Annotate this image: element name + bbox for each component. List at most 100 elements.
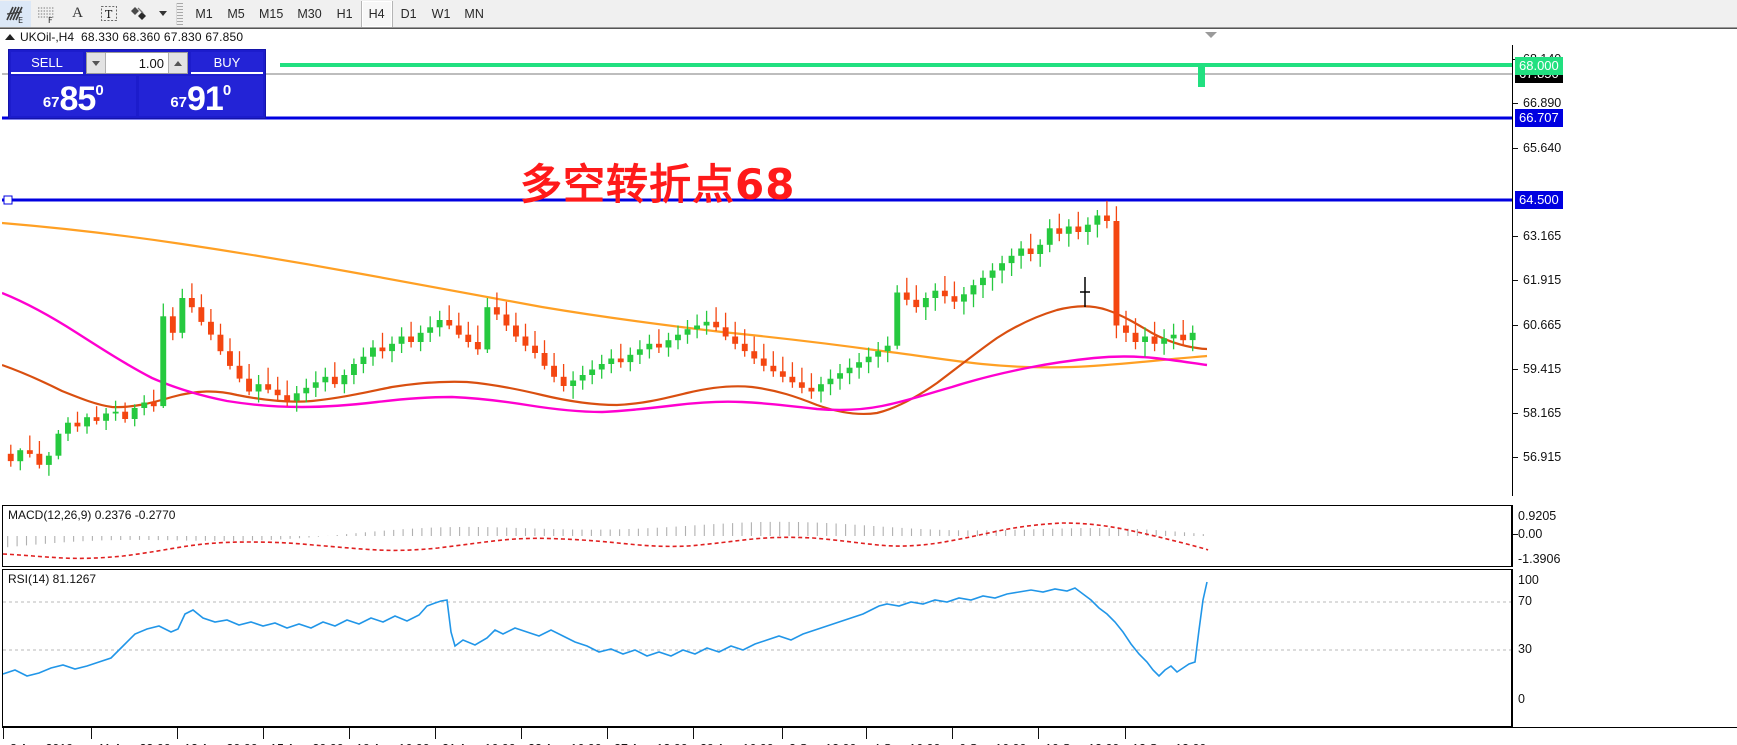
shapes-dropdown-arrow[interactable]	[155, 1, 171, 27]
chart-cursor-marker	[1198, 65, 1205, 87]
ma-medium-red	[2, 305, 1208, 416]
time-tick: 4 Sep 16:00	[865, 728, 940, 745]
macd-tick: -1.3906	[1518, 552, 1561, 566]
shapes-icon[interactable]	[124, 1, 155, 27]
time-tick: 11 Aug 23:00	[91, 728, 171, 745]
text-box-icon[interactable]: T	[93, 1, 124, 27]
svg-text:T: T	[105, 8, 113, 21]
quote-bar: UKOil-,H4 68.330 68.360 67.830 67.850	[0, 29, 1512, 45]
timeframe-m15[interactable]: M15	[259, 6, 284, 21]
macd-tick: 0.00	[1513, 527, 1542, 541]
time-tick: 8 Aug 2019	[2, 728, 73, 745]
timeframe-mn[interactable]: MN	[464, 6, 484, 21]
macd-scale[interactable]: 0.9205 0.00 -1.3906	[1512, 505, 1737, 567]
timeframe-m30[interactable]: M30	[297, 6, 322, 21]
rsi-tick: 70	[1518, 594, 1532, 608]
rsi-line	[3, 581, 1208, 678]
time-tick: 23 Aug 16:00	[521, 728, 602, 745]
sell-price-fraction: 0	[95, 82, 104, 99]
chevron-down-icon	[92, 60, 100, 66]
sell-button[interactable]: SELL	[11, 52, 83, 74]
timeframe-m5[interactable]: M5	[227, 6, 245, 21]
pane-collapse-arrow[interactable]	[1205, 32, 1217, 38]
sell-price-integer: 67	[42, 94, 60, 111]
macd-pane[interactable]: MACD(12,26,9) 0.2376 -0.2770	[2, 505, 1512, 567]
buy-price-display[interactable]: 67 91 0	[138, 76, 263, 118]
time-tick: 12 Sep 12:00	[1124, 728, 1206, 745]
ohlc-values: 68.330 68.360 67.830 67.850	[81, 30, 244, 44]
macd-label: MACD(12,26,9) 0.2376 -0.2770	[8, 508, 176, 522]
chart-annotation-text[interactable]: 多空转折点68	[520, 160, 796, 209]
rsi-tick: 0	[1518, 692, 1525, 706]
volume-input[interactable]: 1.00	[106, 53, 168, 73]
time-tick: 6 Sep 16:00	[951, 728, 1026, 745]
timeframe-h1[interactable]: H1	[336, 6, 353, 21]
timeframe-w1[interactable]: W1	[431, 6, 451, 21]
macd-tick: 0.9205	[1518, 509, 1557, 523]
toolbar-grip[interactable]	[176, 2, 183, 25]
price-tick: 56.915	[1513, 450, 1561, 464]
price-tick: 65.640	[1513, 141, 1561, 155]
price-tick: 63.165	[1513, 229, 1561, 243]
price-chart-svg	[2, 63, 1512, 476]
rsi-tick: 100	[1518, 573, 1539, 587]
time-tick: 21 Aug 16:00	[435, 728, 516, 745]
price-tick: 66.890	[1513, 96, 1561, 110]
time-axis[interactable]: 8 Aug 2019 11 Aug 23:00 13 Aug 20:00 15 …	[2, 727, 1737, 745]
price-pane[interactable]: 多空转折点68	[2, 45, 1512, 496]
rsi-label: RSI(14) 81.1267	[8, 572, 97, 586]
time-tick: 10 Sep 12:00	[1037, 728, 1119, 745]
trade-panel-top-row: SELL 1.00 BUY	[9, 50, 265, 76]
price-tick: 59.415	[1513, 362, 1561, 376]
buy-price-pips: 91	[187, 79, 224, 118]
macd-signal-line	[3, 522, 1209, 560]
buy-button[interactable]: BUY	[191, 52, 263, 74]
text-label-icon[interactable]: A	[72, 5, 83, 21]
time-tick: 15 Aug 20:00	[263, 728, 344, 745]
sell-price-display[interactable]: 67 85 0	[11, 76, 136, 116]
chevron-down-icon	[159, 11, 167, 16]
price-scale[interactable]: 68.140 66.890 65.640 63.165 61.915 60.66…	[1512, 45, 1737, 496]
time-tick: 2 Sep 12:00	[781, 728, 856, 745]
rsi-pane[interactable]: RSI(14) 81.1267	[2, 569, 1512, 727]
volume-decrease-button[interactable]	[87, 53, 106, 73]
level-badge-64500: 64.500	[1515, 191, 1563, 209]
macd-chart-svg	[3, 521, 1209, 560]
collapse-triangle-icon[interactable]	[5, 34, 15, 40]
buy-price-integer: 67	[170, 94, 187, 111]
level-badge-66707: 66.707	[1515, 109, 1563, 127]
rsi-scale[interactable]: 100 70 30 0	[1512, 569, 1737, 727]
macd-histogram	[7, 521, 1204, 548]
svg-text:E: E	[18, 16, 23, 24]
fibonacci-grid-icon[interactable]: F	[31, 1, 62, 27]
timeframe-d1[interactable]: D1	[400, 6, 417, 21]
buy-price-fraction: 0	[222, 82, 232, 99]
svg-text:F: F	[48, 16, 53, 24]
chart-frame: UKOil-,H4 68.330 68.360 67.830 67.850	[0, 28, 1737, 745]
timeframe-m1[interactable]: M1	[195, 6, 213, 21]
cursor-crosshair	[1080, 277, 1090, 307]
ma-fast-magenta	[2, 291, 1208, 414]
volume-stepper[interactable]: 1.00	[86, 52, 188, 74]
timeframe-h4[interactable]: H4	[360, 0, 393, 27]
ma-slow-orange	[2, 221, 1208, 369]
rsi-chart-svg	[3, 581, 1511, 678]
symbol-label: UKOil-,H4	[20, 30, 75, 44]
toolbar: E F A T	[0, 0, 1737, 28]
time-tick: 19 Aug 16:00	[349, 728, 430, 745]
time-tick: 27 Aug 12:00	[607, 728, 688, 745]
price-tick: 60.665	[1513, 318, 1561, 332]
ask-price-badge: 68.000	[1515, 57, 1563, 75]
price-tick: 58.165	[1513, 406, 1561, 420]
elliott-wave-icon[interactable]: E	[0, 0, 31, 27]
time-tick: 29 Aug 16:00	[693, 728, 774, 745]
rsi-tick: 30	[1518, 642, 1532, 656]
sell-price-pips: 85	[59, 79, 97, 118]
chevron-up-icon	[174, 60, 182, 66]
trade-panel-price-row: 67 85 0 67 91 0	[9, 76, 265, 118]
one-click-trading-panel[interactable]: SELL 1.00 BUY 67 85 0 67 91 0	[8, 49, 266, 119]
price-tick: 61.915	[1513, 273, 1561, 287]
candlestick-series	[7, 200, 1196, 476]
volume-increase-button[interactable]	[168, 53, 187, 73]
